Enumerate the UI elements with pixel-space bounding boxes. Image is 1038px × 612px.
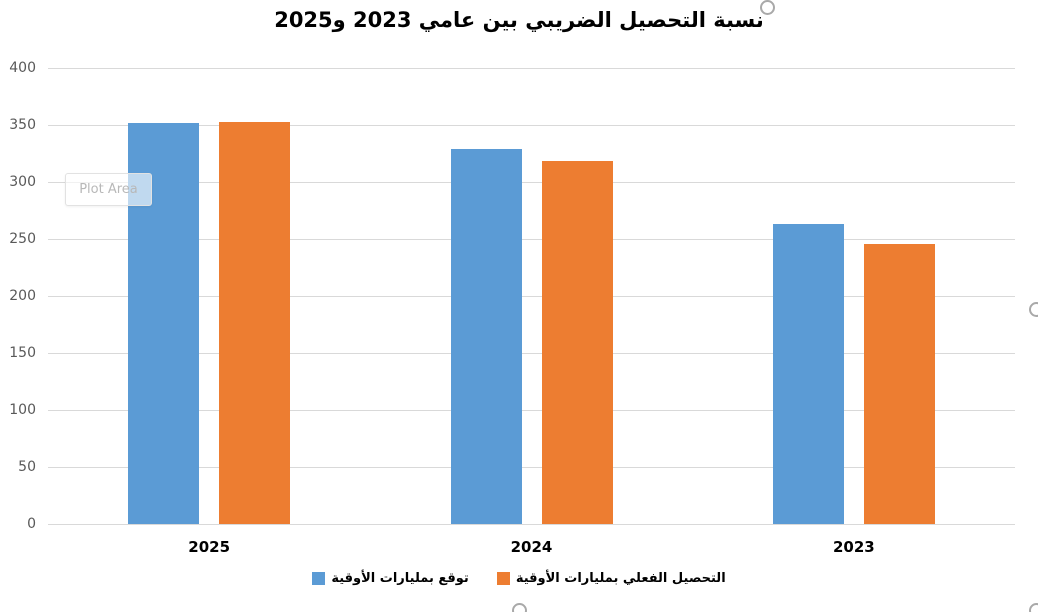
legend-swatch-icon xyxy=(496,572,510,585)
gridline xyxy=(48,523,1015,525)
y-axis-tick-label: 0 xyxy=(27,516,36,532)
selection-handle-right[interactable] xyxy=(1029,302,1038,317)
gridline xyxy=(48,409,1015,411)
legend: توقع بمليارات الأوقية التحصيل الفعلي بملي… xyxy=(0,571,1038,586)
gridline xyxy=(48,295,1015,297)
selection-handle-bottom-right[interactable] xyxy=(1029,603,1038,612)
bar-2024-series-1[interactable] xyxy=(450,148,522,524)
bar-2023-series-1[interactable] xyxy=(772,224,844,524)
y-axis-tick-label: 150 xyxy=(9,345,36,361)
y-axis-tick-label: 200 xyxy=(9,288,36,304)
legend-label: التحصيل الفعلي بمليارات الأوقية xyxy=(515,571,726,586)
bar-2024-series-2[interactable] xyxy=(541,161,613,524)
gridline xyxy=(48,238,1015,240)
gridline xyxy=(48,124,1015,126)
selection-handle-top[interactable] xyxy=(760,0,775,15)
gridline xyxy=(48,352,1015,354)
bar-2025-series-2[interactable] xyxy=(219,121,291,524)
y-axis-tick-label: 100 xyxy=(9,402,36,418)
plot-area-tooltip-label: Plot Area xyxy=(79,182,138,197)
x-axis-category-label: 2025 xyxy=(188,538,231,556)
y-axis-tick-label: 300 xyxy=(9,174,36,190)
y-axis-tick-label: 250 xyxy=(9,231,36,247)
y-axis-tick-label: 50 xyxy=(18,459,36,475)
legend-swatch-icon xyxy=(312,572,326,585)
plot-area-tooltip: Plot Area xyxy=(65,173,152,206)
legend-label: توقع بمليارات الأوقية xyxy=(331,571,469,586)
gridline xyxy=(48,67,1015,69)
y-axis-tick-label: 350 xyxy=(9,117,36,133)
selection-handle-bottom[interactable] xyxy=(512,603,527,612)
bar-2023-series-2[interactable] xyxy=(863,243,935,524)
legend-item[interactable]: التحصيل الفعلي بمليارات الأوقية xyxy=(496,571,726,586)
chart-title[interactable]: نسبة التحصيل الضريبي بين عامي 2023 و2025 xyxy=(274,8,764,32)
gridline xyxy=(48,181,1015,183)
x-axis-category-label: 2023 xyxy=(832,538,875,556)
gridline xyxy=(48,466,1015,468)
y-axis-tick-label: 400 xyxy=(9,60,36,76)
legend-item[interactable]: توقع بمليارات الأوقية xyxy=(312,571,469,586)
x-axis-category-label: 2024 xyxy=(510,538,553,556)
